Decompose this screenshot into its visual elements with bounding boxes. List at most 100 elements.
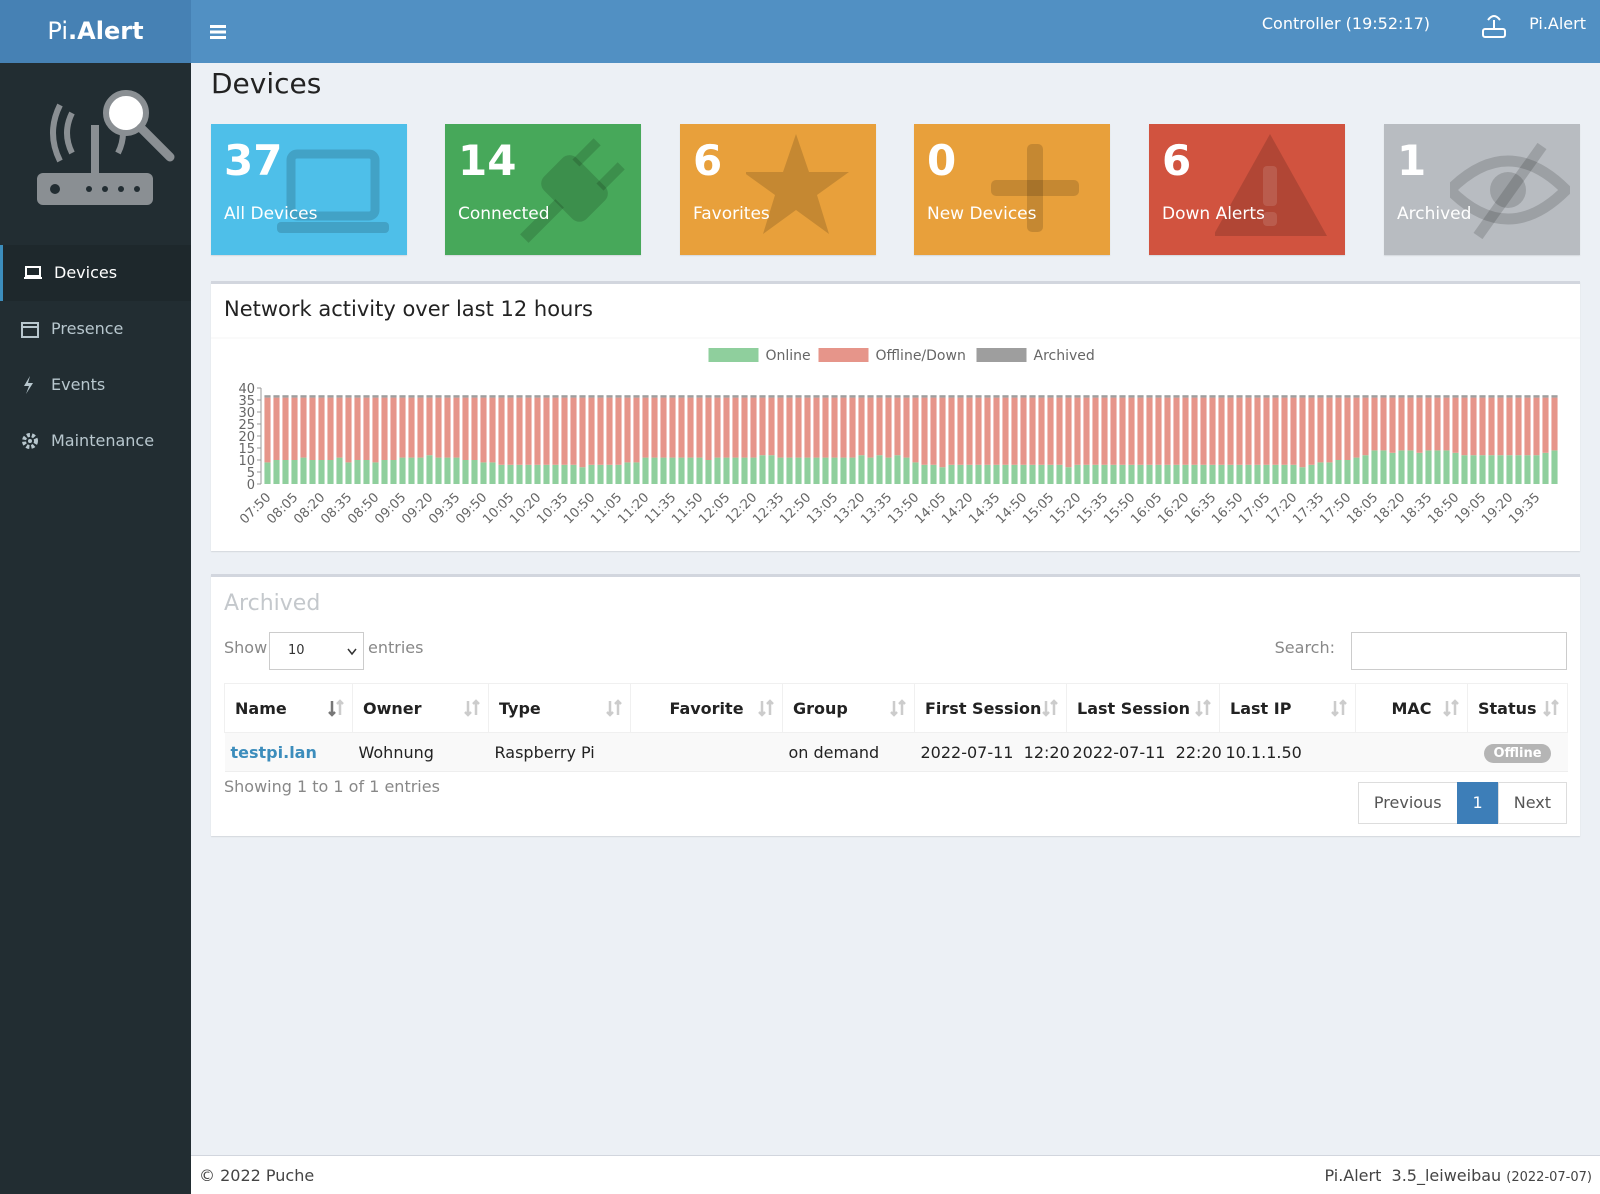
nav-label: Events xyxy=(51,375,106,394)
column-header[interactable]: Favorite xyxy=(630,683,783,733)
search-input[interactable] xyxy=(1351,632,1567,670)
bar-segment xyxy=(1371,395,1378,398)
info-box[interactable]: 1 Archived xyxy=(1384,124,1580,255)
column-header[interactable]: Name xyxy=(224,683,353,733)
page-title: Devices xyxy=(211,67,322,100)
info-box[interactable]: 37 All Devices xyxy=(211,124,407,255)
bar-segment xyxy=(291,460,298,484)
bar-segment xyxy=(1146,397,1153,465)
bar-segment xyxy=(1335,395,1342,398)
bar-segment xyxy=(363,397,370,460)
nav-label: Presence xyxy=(51,319,124,338)
bar-segment xyxy=(705,395,712,398)
bar-segment xyxy=(705,460,712,484)
user-name[interactable]: Pi.Alert xyxy=(1529,14,1586,33)
info-box[interactable]: 6 Down Alerts xyxy=(1149,124,1345,255)
bar-segment xyxy=(660,457,667,484)
column-header[interactable]: MAC xyxy=(1355,683,1468,733)
bar-segment xyxy=(399,395,406,398)
bar-segment xyxy=(1173,397,1180,465)
bar-segment xyxy=(606,397,613,465)
bar-segment xyxy=(363,395,370,398)
bar-segment xyxy=(1452,395,1459,398)
sort-arrow xyxy=(766,699,774,715)
column-header[interactable]: Last IP xyxy=(1219,683,1356,733)
bar-segment xyxy=(813,397,820,458)
length-select[interactable]: 10 xyxy=(269,632,364,670)
info-icon xyxy=(1450,142,1570,240)
bar-segment xyxy=(1191,395,1198,398)
info-icon xyxy=(277,149,389,233)
bar-segment xyxy=(1128,397,1135,465)
column-header[interactable]: Status xyxy=(1467,683,1568,733)
table-panel: Archived Show 10 entries Search: Name Own… xyxy=(211,574,1580,836)
bar-segment xyxy=(669,457,676,484)
bar-segment xyxy=(282,395,289,398)
column-header[interactable]: Last Session xyxy=(1066,683,1220,733)
bar-segment xyxy=(336,457,343,484)
bar-segment xyxy=(1542,397,1549,453)
column-header[interactable]: Group xyxy=(782,683,915,733)
bar-segment xyxy=(525,464,532,484)
bar-segment xyxy=(1434,450,1441,484)
column-header[interactable]: First Session xyxy=(914,683,1067,733)
nav-item[interactable]: Presence xyxy=(0,301,191,357)
info-icon xyxy=(746,134,849,234)
column-header[interactable]: Owner xyxy=(352,683,489,733)
bar-segment xyxy=(1425,395,1432,398)
bar-segment xyxy=(1182,397,1189,465)
bar-segment xyxy=(372,462,379,484)
sort-arrow xyxy=(898,699,906,715)
bar-segment xyxy=(1029,464,1036,484)
bar-segment xyxy=(822,395,829,398)
sort-arrow xyxy=(1543,701,1551,717)
length-value: 10 xyxy=(288,643,305,658)
bar-segment xyxy=(849,395,856,398)
sort-arrow xyxy=(1451,699,1459,715)
page-button[interactable]: 1 xyxy=(1456,782,1499,824)
info-box[interactable]: 6 Favorites xyxy=(680,124,876,255)
bar-segment xyxy=(507,395,514,398)
sort-icon xyxy=(1443,699,1459,717)
bar-segment xyxy=(399,457,406,484)
bar-segment xyxy=(984,397,991,465)
bar-segment xyxy=(1245,464,1252,484)
bar-segment xyxy=(903,397,910,458)
bar-segment xyxy=(1209,397,1216,465)
menu-toggle[interactable] xyxy=(208,22,228,42)
bar-segment xyxy=(1110,395,1117,398)
legend-swatch xyxy=(708,348,759,362)
bar-segment xyxy=(714,457,721,484)
sort-arrow xyxy=(614,699,622,715)
bar-segment xyxy=(777,397,784,458)
bar-segment xyxy=(795,397,802,458)
nav-item[interactable]: Events xyxy=(0,357,191,413)
bar-segment xyxy=(1497,395,1504,398)
page-button[interactable]: Previous xyxy=(1357,782,1458,824)
bar-segment xyxy=(732,457,739,484)
chart-panel: 0 5 10 15 20 25 30 35 40 Online Offline/Down Archiv… xyxy=(211,281,1580,551)
bar-segment xyxy=(714,395,721,398)
bar-segment xyxy=(705,397,712,460)
page-button[interactable]: Next xyxy=(1497,782,1567,824)
bar-segment xyxy=(912,395,919,398)
bar-segment xyxy=(1542,452,1549,484)
bar-segment xyxy=(660,397,667,458)
nav-item[interactable]: Devices xyxy=(0,245,191,301)
device-link[interactable]: testpi.lan xyxy=(230,742,317,762)
nav-item[interactable]: Maintenance xyxy=(0,413,191,469)
bar-segment xyxy=(462,460,469,484)
column-header[interactable]: Type xyxy=(488,683,631,733)
bar-segment xyxy=(525,397,532,465)
info-box[interactable]: 0 New Devices xyxy=(914,124,1110,255)
bar-segment xyxy=(543,395,550,398)
sort-icon xyxy=(606,699,622,717)
info-box[interactable]: 14 Connected xyxy=(445,124,641,255)
nav-label: Devices xyxy=(54,263,118,282)
brand-logo[interactable]: Pi.Alert xyxy=(0,0,191,63)
bar-segment xyxy=(408,395,415,398)
bar-segment xyxy=(849,397,856,458)
info-value: 14 xyxy=(458,136,517,185)
bar-segment xyxy=(1326,395,1333,398)
